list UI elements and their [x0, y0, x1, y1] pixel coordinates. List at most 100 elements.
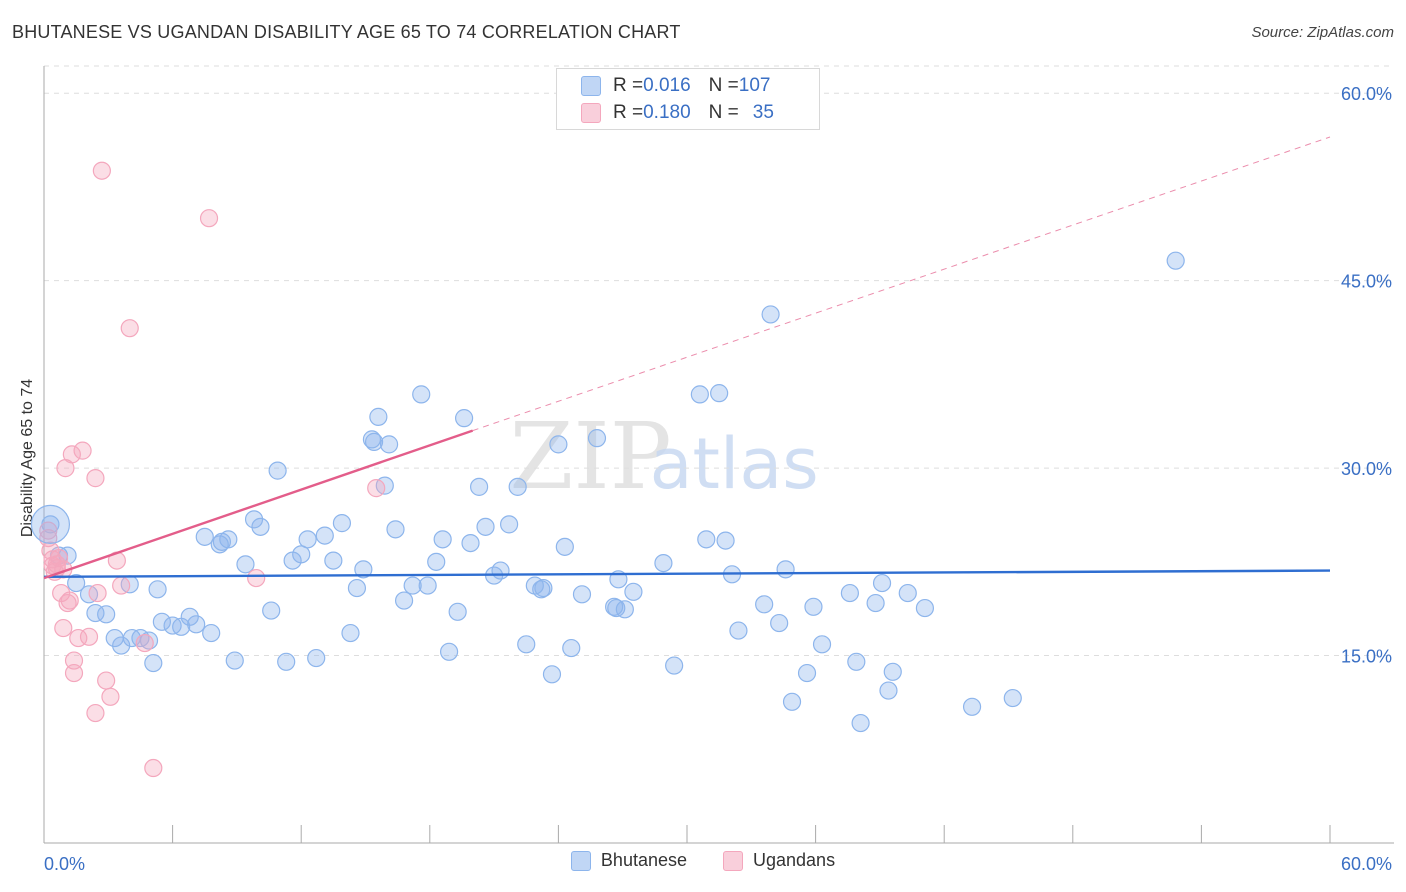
legend-label-ugandans: Ugandans [753, 850, 836, 870]
data-point [341, 623, 360, 643]
y-tick-label: 15.0% [1341, 647, 1392, 667]
data-point [898, 583, 917, 603]
data-point [135, 633, 154, 653]
data-point [101, 687, 120, 706]
data-point [97, 605, 116, 624]
data-point [30, 504, 71, 544]
data-point [883, 662, 902, 681]
data-point [369, 407, 388, 426]
bottom-legend: Bhutanese Ugandans [0, 850, 1406, 871]
watermark-zip: ZIP [509, 403, 671, 510]
trend-line-extension-ugandans [472, 136, 1331, 432]
data-point [729, 621, 748, 640]
data-point [761, 305, 780, 324]
data-point [572, 585, 592, 604]
data-point [362, 430, 382, 449]
data-point [851, 713, 870, 733]
data-point [776, 560, 795, 579]
data-point [298, 530, 317, 549]
data-point [244, 510, 264, 529]
data-point [354, 560, 373, 579]
data-point [394, 591, 414, 610]
data-point [755, 595, 774, 614]
r-label: R = [613, 102, 644, 123]
data-point [199, 209, 219, 228]
ugandans-swatch [581, 103, 601, 123]
data-point [587, 429, 607, 448]
data-point [386, 520, 405, 539]
y-tick-label: 30.0% [1341, 459, 1392, 479]
series-ugandans [39, 161, 386, 778]
data-point [88, 583, 107, 603]
data-point [86, 703, 105, 723]
data-point [508, 477, 527, 496]
data-point [461, 533, 480, 553]
trend-line-bhutanese [43, 569, 1331, 579]
data-point [710, 384, 729, 403]
data-point [879, 681, 898, 700]
data-point [379, 435, 399, 454]
n-label: N = [708, 102, 739, 123]
ugandans-legend-swatch [723, 850, 743, 871]
data-point [812, 635, 832, 654]
data-point [367, 479, 386, 498]
stats-legend: R = 0.016 N = 107 R = 0.180 N = 35 [556, 68, 820, 130]
r-value: 0.180 [643, 102, 691, 123]
x-tick-label-max: 60.0% [1341, 854, 1392, 874]
data-point [202, 623, 221, 643]
data-point [770, 613, 789, 633]
data-point [403, 576, 422, 595]
data-point [476, 517, 495, 536]
data-point [144, 653, 163, 673]
data-point [607, 598, 626, 618]
r-label: R = [613, 75, 644, 96]
data-point [148, 580, 167, 599]
data-point [962, 697, 982, 716]
data-point [797, 663, 817, 683]
data-point [332, 514, 352, 533]
data-point [915, 598, 935, 618]
data-point [872, 573, 892, 593]
data-point [1003, 688, 1022, 708]
bhutanese-swatch [581, 76, 601, 96]
legend-item-ugandans[interactable]: Ugandans [723, 850, 835, 871]
data-point [73, 441, 92, 460]
data-point [439, 642, 459, 661]
source-credit: Source: ZipAtlas.com [1251, 24, 1394, 41]
stats-row-bhutanese: R = 0.016 N = 107 [581, 75, 770, 97]
n-value: 35 [752, 102, 774, 123]
data-point [39, 521, 58, 540]
data-point [1166, 251, 1185, 270]
data-point [262, 601, 281, 620]
data-point [225, 651, 244, 670]
watermark-atlas: atlas [650, 423, 819, 505]
data-point [454, 409, 474, 428]
data-point [324, 551, 343, 570]
data-point [549, 435, 568, 454]
data-point [210, 535, 229, 554]
legend-item-bhutanese[interactable]: Bhutanese [570, 850, 687, 871]
data-point [62, 445, 81, 464]
data-point [840, 583, 859, 603]
n-value: 107 [738, 75, 771, 96]
data-point [64, 663, 84, 683]
data-point [152, 612, 171, 631]
data-point [804, 597, 823, 616]
trend-line-ugandans [43, 429, 474, 580]
data-point [847, 652, 866, 671]
data-point [448, 602, 467, 621]
data-point [86, 469, 105, 488]
legend-label-bhutanese: Bhutanese [600, 850, 687, 870]
data-point [866, 593, 885, 613]
r-value: 0.016 [643, 75, 691, 96]
data-point [782, 692, 802, 711]
data-point [500, 515, 519, 534]
data-point [79, 627, 99, 646]
data-point [654, 553, 673, 573]
data-point [236, 555, 255, 574]
data-point [144, 758, 163, 778]
data-point [92, 161, 111, 180]
series-bhutanese [41, 251, 1185, 733]
data-point [690, 385, 709, 404]
